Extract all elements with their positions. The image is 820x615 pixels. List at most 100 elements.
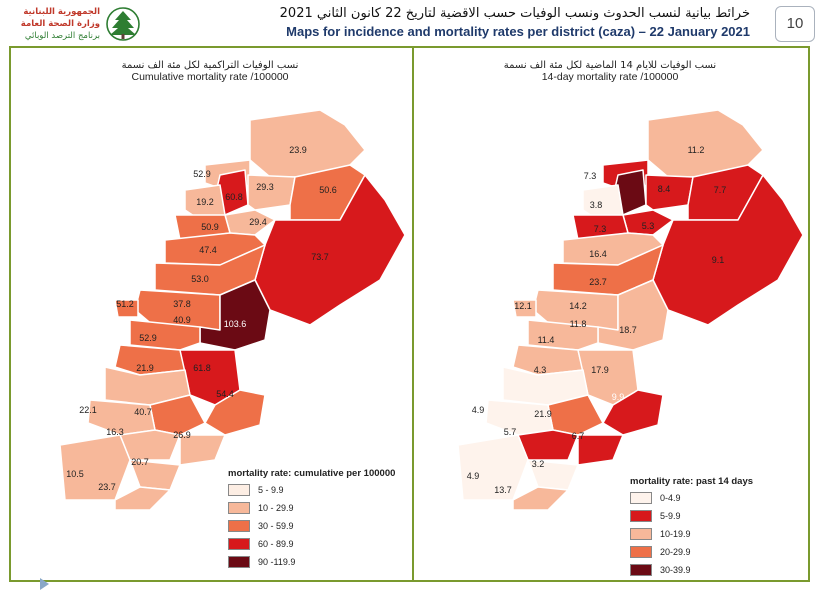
district-dannieh <box>645 174 694 211</box>
district-tyre <box>457 434 529 501</box>
logo-line-1: الجمهورية اللبنانية <box>23 7 100 17</box>
legend-swatch <box>228 520 250 532</box>
map-label: 14.2 <box>569 301 587 311</box>
legend-item: 20-29.9 <box>630 545 753 559</box>
map-label: 51.2 <box>116 299 134 309</box>
district-hasbaya <box>577 434 624 466</box>
map-label: 21.9 <box>534 409 552 419</box>
map-label: 11.8 <box>570 319 587 329</box>
map-label: 50.9 <box>201 222 219 232</box>
map-label: 40.9 <box>173 315 191 325</box>
legend-swatch <box>228 538 250 550</box>
left-title-arabic: نسب الوفيات التراكمية لكل مئة الف نسمة <box>121 60 299 71</box>
district-bint-jbeil <box>512 486 569 511</box>
map-label: 103.6 <box>224 319 247 329</box>
legend-label: 20-29.9 <box>660 547 691 557</box>
district-tyre <box>59 434 131 501</box>
district-hasbaya <box>179 434 226 466</box>
legend-item: 5 - 9.9 <box>228 483 395 497</box>
fourteen-day-mortality-map: 11.2 7.3 3.8 8.4 7.7 7.3 5.3 16.4 9.1 23… <box>457 109 804 511</box>
legend-label: 10 - 29.9 <box>258 503 294 513</box>
district-beirut <box>114 299 139 318</box>
cumulative-mortality-map: 23.9 52.9 60.8 29.3 19.2 50.6 50.9 29.4 … <box>59 109 406 511</box>
map-label: 9.1 <box>712 255 725 265</box>
map-label: 4.9 <box>472 405 485 415</box>
map-label: 12.1 <box>514 301 532 311</box>
right-title-arabic: نسب الوفيات للايام 14 الماضية لكل مئة ال… <box>503 60 717 71</box>
legend-item: 30 - 59.9 <box>228 519 395 533</box>
right-panel-title: نسب الوفيات للايام 14 الماضية لكل مئة ال… <box>420 60 800 83</box>
map-label: 11.4 <box>538 335 555 345</box>
map-label: 4.9 <box>467 471 480 481</box>
legend-swatch <box>630 546 652 558</box>
map-label: 73.7 <box>311 252 329 262</box>
legend-label: 5 - 9.9 <box>258 485 284 495</box>
map-label: 16.4 <box>589 249 607 259</box>
map-label: 17.9 <box>591 365 609 375</box>
right-title-english: 14-day mortality rate /100000 <box>541 71 679 83</box>
map-label: 18.7 <box>619 325 637 335</box>
legend-swatch <box>630 492 652 504</box>
legend-label: 10-19.9 <box>660 529 691 539</box>
map-label: 60.8 <box>225 192 243 202</box>
header: الجمهورية اللبنانية وزارة الصحة العامة ب… <box>0 0 820 44</box>
map-label: 3.2 <box>532 459 545 469</box>
map-label: 47.4 <box>199 245 217 255</box>
map-label: 26.9 <box>173 430 191 440</box>
play-arrow-icon <box>40 578 49 590</box>
left-title-english: Cumulative mortality rate /100000 <box>131 71 289 83</box>
map-label: 6.7 <box>572 431 585 441</box>
title-english: Maps for incidence and mortality rates p… <box>286 24 750 39</box>
legend-swatch <box>630 564 652 576</box>
map-label: 5.3 <box>642 221 655 231</box>
right-legend: mortality rate: past 14 days 0-4.9 5-9.9… <box>630 476 753 581</box>
legend-item: 10 - 29.9 <box>228 501 395 515</box>
legend-item: 10-19.9 <box>630 527 753 541</box>
map-label: 53.0 <box>191 274 209 284</box>
legend-item: 0-4.9 <box>630 491 753 505</box>
map-label: 3.8 <box>590 200 603 210</box>
page-number: 10 <box>775 6 815 42</box>
legend-item: 60 - 89.9 <box>228 537 395 551</box>
ministry-logo: الجمهورية اللبنانية وزارة الصحة العامة ب… <box>4 4 144 44</box>
map-label: 16.3 <box>106 427 124 437</box>
map-label: 22.1 <box>79 405 97 415</box>
map-label: 52.9 <box>139 333 157 343</box>
legend-swatch <box>630 528 652 540</box>
content-frame <box>9 46 810 582</box>
district-beirut <box>512 299 537 318</box>
legend-item: 30-39.9 <box>630 563 753 577</box>
left-panel-title: نسب الوفيات التراكمية لكل مئة الف نسمة C… <box>20 60 400 83</box>
map-label: 23.7 <box>98 482 116 492</box>
logo-line-3: برنامج الترصد الوبائي <box>24 31 100 41</box>
district-baabda <box>129 319 201 351</box>
map-label: 37.8 <box>173 299 191 309</box>
map-label: 23.9 <box>289 145 307 155</box>
legend-item: 5-9.9 <box>630 509 753 523</box>
legend-swatch <box>228 556 250 568</box>
title-arabic: خرائط بيانية لنسب الحدوث ونسب الوفيات حس… <box>279 6 750 21</box>
cedar-icon <box>106 7 140 41</box>
legend-label: 60 - 89.9 <box>258 539 294 549</box>
map-label: 13.7 <box>494 485 512 495</box>
legend-item: 90 -119.9 <box>228 555 395 569</box>
map-label: 8.4 <box>658 184 671 194</box>
map-label: 4.3 <box>534 365 547 375</box>
legend-label: 90 -119.9 <box>258 557 296 567</box>
map-label: 54.4 <box>216 389 234 399</box>
legend-swatch <box>228 484 250 496</box>
left-legend: mortality rate: cumulative per 100000 5 … <box>228 468 395 573</box>
map-label: 61.8 <box>193 363 211 373</box>
map-label: 52.9 <box>193 169 211 179</box>
map-label: 21.9 <box>136 363 154 373</box>
map-label: 7.3 <box>594 224 607 234</box>
map-label: 29.4 <box>249 217 267 227</box>
legend-label: 30-39.9 <box>660 565 691 575</box>
map-label: 40.7 <box>134 407 152 417</box>
legend-label: 30 - 59.9 <box>258 521 294 531</box>
legend-swatch <box>630 510 652 522</box>
map-label: 7.3 <box>584 171 597 181</box>
legend-title: mortality rate: past 14 days <box>630 476 754 487</box>
map-label: 50.6 <box>319 185 337 195</box>
district-baabda <box>527 319 599 351</box>
